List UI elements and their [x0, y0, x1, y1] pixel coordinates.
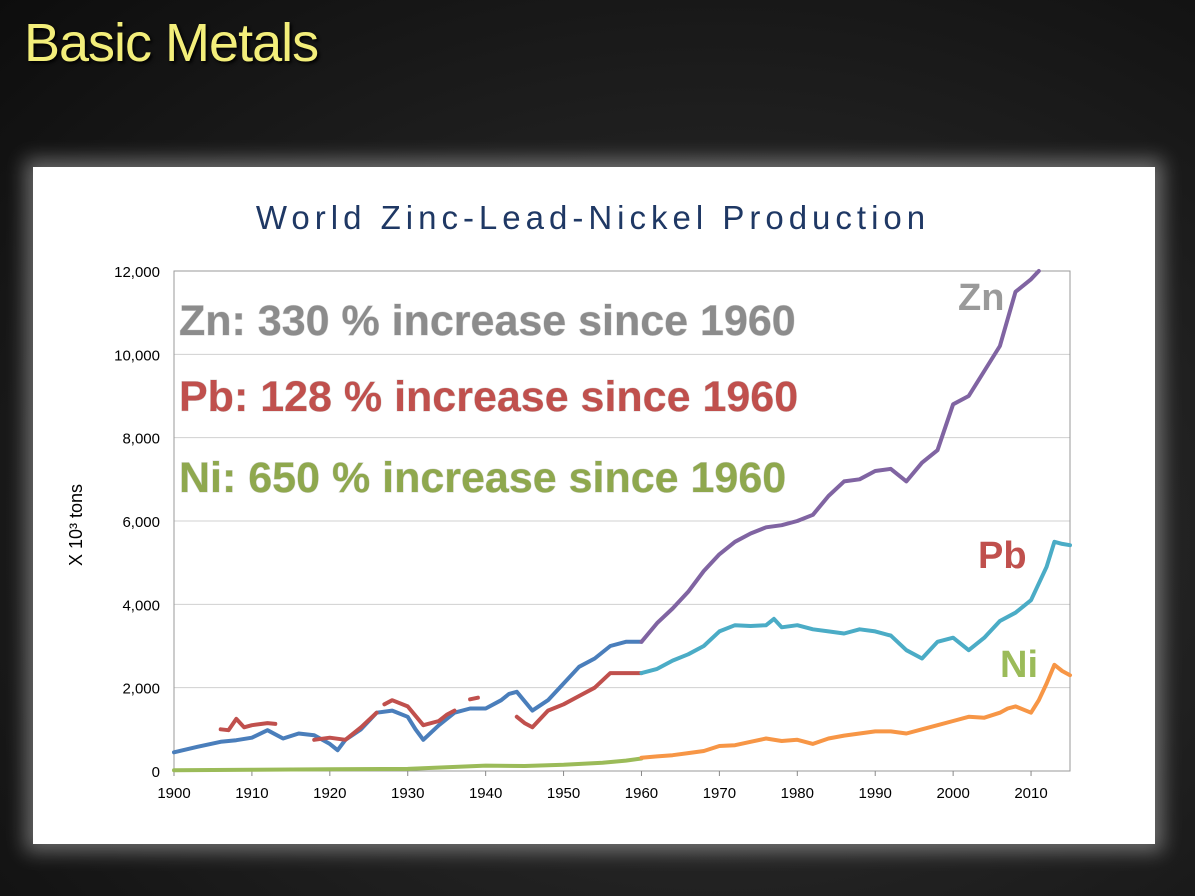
series-lines: [172, 269, 1072, 773]
series-line-zn: [172, 639, 644, 755]
x-tick-label: 1930: [391, 785, 424, 802]
series-line-pb: [218, 716, 278, 733]
y-tick-label: 2,000: [122, 681, 160, 698]
annotations: Zn: 330 % increase since 1960 Pb: 128 % i…: [179, 277, 1039, 686]
series-line-pb: [382, 698, 457, 728]
series-label: Pb: [978, 535, 1027, 577]
series-line-pb: [514, 671, 644, 730]
series-line-pb: [639, 539, 1072, 676]
chart-panel: World Zinc-Lead-Nickel Production X 10³ …: [33, 167, 1155, 844]
y-axis-label: X 10³ tons: [66, 484, 86, 566]
series-line-zn: [639, 269, 1041, 644]
x-tick-label: 1900: [157, 785, 190, 802]
series-line-pb: [468, 695, 480, 702]
series-label: Ni: [1000, 644, 1038, 686]
y-tick-label: 6,000: [122, 514, 160, 531]
x-tick-label: 2010: [1014, 785, 1047, 802]
annotation-text: Zn: 330 % increase since 1960: [179, 297, 796, 345]
x-tick-label: 1990: [859, 785, 892, 802]
chart-title: World Zinc-Lead-Nickel Production: [256, 199, 930, 236]
x-tick-label: 1940: [469, 785, 502, 802]
plot-frame: [173, 270, 1071, 772]
series-label: Zn: [958, 277, 1004, 319]
annotation-text: Pb: 128 % increase since 1960: [179, 373, 798, 421]
slide-title: Basic Metals: [24, 13, 319, 73]
chart-svg: World Zinc-Lead-Nickel Production X 10³ …: [66, 199, 1072, 802]
axes: 0 2,000 4,000 6,000 8,000 10,000 12,000 1900 191…: [114, 264, 1071, 802]
y-tick-label: 10,000: [114, 347, 160, 364]
y-tick-label: 0: [152, 764, 160, 781]
y-tick-label: 4,000: [122, 597, 160, 614]
series-line-ni: [172, 756, 644, 773]
y-tick-label: 12,000: [114, 264, 160, 281]
x-tick-label: 1910: [235, 785, 268, 802]
series-line-pb: [312, 710, 379, 742]
x-tick-label: 1920: [313, 785, 346, 802]
x-tick-label: 2000: [936, 785, 969, 802]
x-tick-label: 1950: [547, 785, 580, 802]
x-tick-label: 1960: [625, 785, 658, 802]
y-tick-label: 8,000: [122, 431, 160, 448]
series-line-ni: [639, 662, 1072, 760]
x-tick-label: 1980: [781, 785, 814, 802]
x-tick-label: 1970: [703, 785, 736, 802]
annotation-text: Ni: 650 % increase since 1960: [179, 454, 786, 502]
